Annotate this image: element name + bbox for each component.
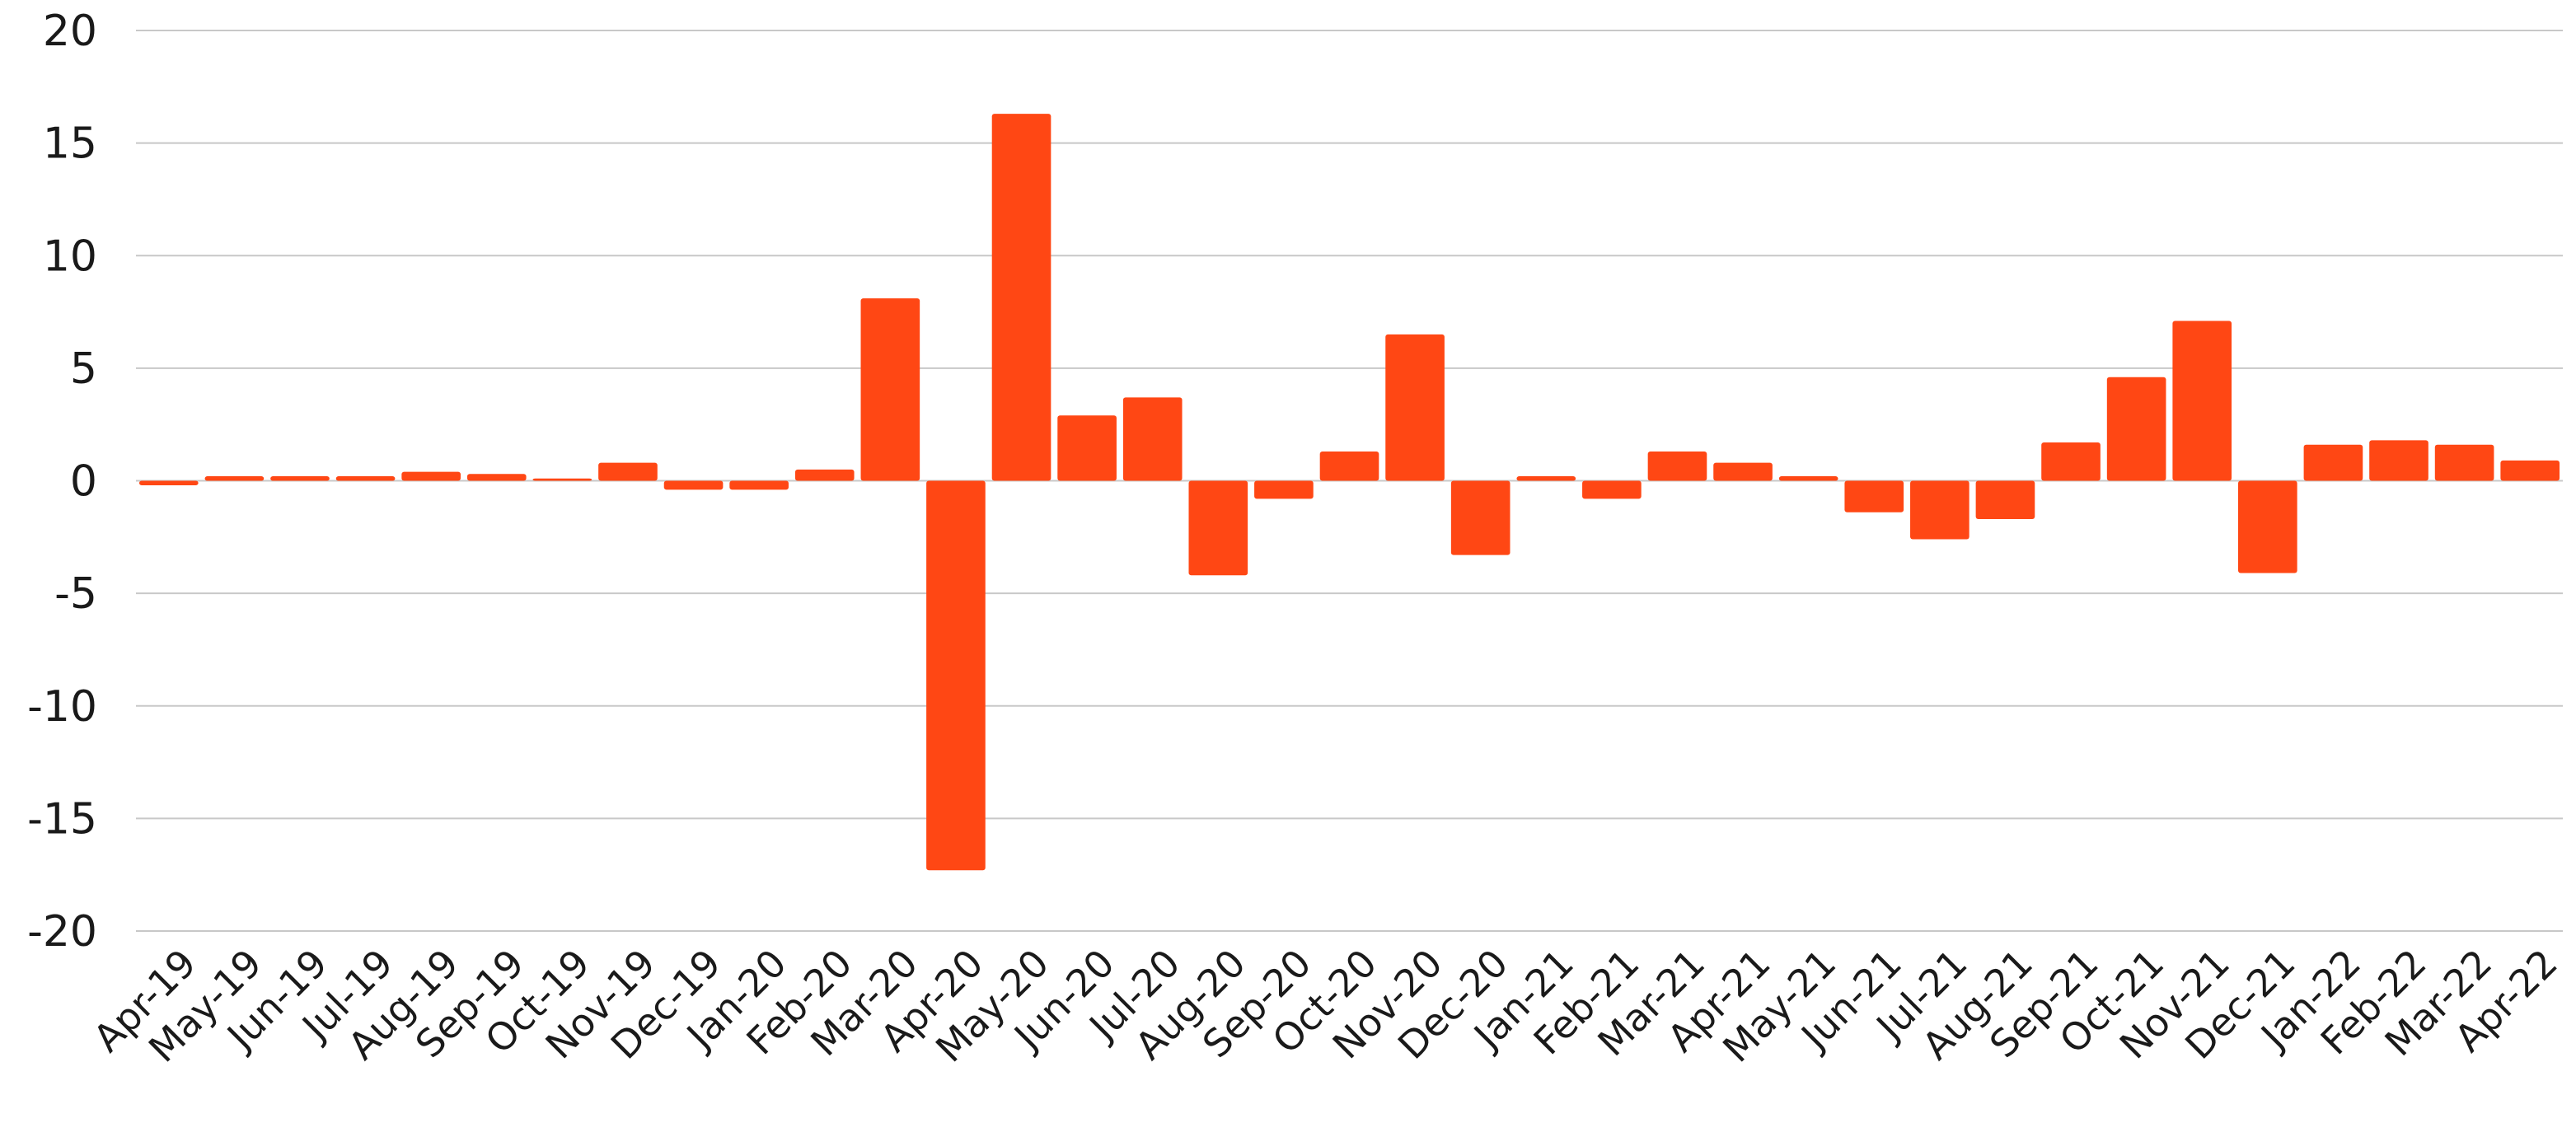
bar-mar-22: [2434, 444, 2494, 481]
bar-apr-19: [138, 480, 199, 485]
bar-nov-19: [598, 462, 658, 481]
y-tick-label: 5: [70, 344, 97, 394]
bar-may-20: [991, 114, 1051, 481]
bar-mar-20: [860, 298, 920, 481]
bar-aug-19: [401, 471, 461, 481]
y-tick-label: 0: [70, 457, 97, 507]
bar-oct-20: [1319, 451, 1379, 481]
bar-oct-19: [532, 478, 592, 481]
bar-dec-19: [663, 480, 724, 490]
bar-jan-21: [1516, 476, 1576, 481]
bar-aug-21: [1975, 480, 2035, 519]
bar-jun-19: [270, 476, 330, 481]
bar-dec-20: [1450, 480, 1510, 555]
bar-jan-20: [729, 480, 789, 490]
bar-feb-22: [2369, 440, 2428, 481]
bar-oct-21: [2106, 377, 2166, 481]
y-tick-label: 10: [43, 232, 97, 281]
y-tick-label: -20: [27, 907, 97, 957]
bar-nov-20: [1385, 334, 1445, 481]
bar-jul-21: [1910, 480, 1969, 540]
y-tick-label: -15: [27, 794, 97, 844]
y-tick-label: 15: [43, 119, 97, 169]
bar-may-21: [1778, 476, 1838, 481]
y-axis-tick-labels: 20 15 10 5 0 -5 -10 -15 -20: [27, 7, 97, 957]
y-tick-label: 20: [43, 7, 97, 56]
y-tick-label: -5: [54, 569, 97, 619]
bar-may-19: [204, 476, 265, 481]
bar-apr-22: [2500, 460, 2560, 481]
bars: [138, 114, 2560, 871]
y-tick-label: -10: [27, 682, 97, 732]
bar-aug-20: [1188, 480, 1248, 576]
bar-mar-21: [1647, 451, 1707, 481]
bar-feb-21: [1582, 480, 1642, 499]
bar-feb-20: [794, 469, 855, 481]
bar-sep-19: [466, 474, 527, 481]
bar-jan-22: [2303, 444, 2363, 481]
bar-jul-19: [335, 476, 396, 481]
bar-sep-20: [1254, 480, 1314, 499]
bar-jul-20: [1122, 397, 1183, 481]
bar-dec-21: [2238, 480, 2297, 573]
bar-apr-20: [926, 480, 986, 871]
bar-jun-21: [1844, 480, 1904, 512]
bar-jun-20: [1057, 415, 1117, 481]
bar-nov-21: [2172, 321, 2232, 481]
bar-sep-21: [2041, 442, 2101, 481]
bar-apr-21: [1713, 462, 1773, 481]
x-axis-tick-labels: Apr-19May-19Jun-19Jul-19Aug-19Sep-19Oct-…: [85, 941, 2566, 1071]
